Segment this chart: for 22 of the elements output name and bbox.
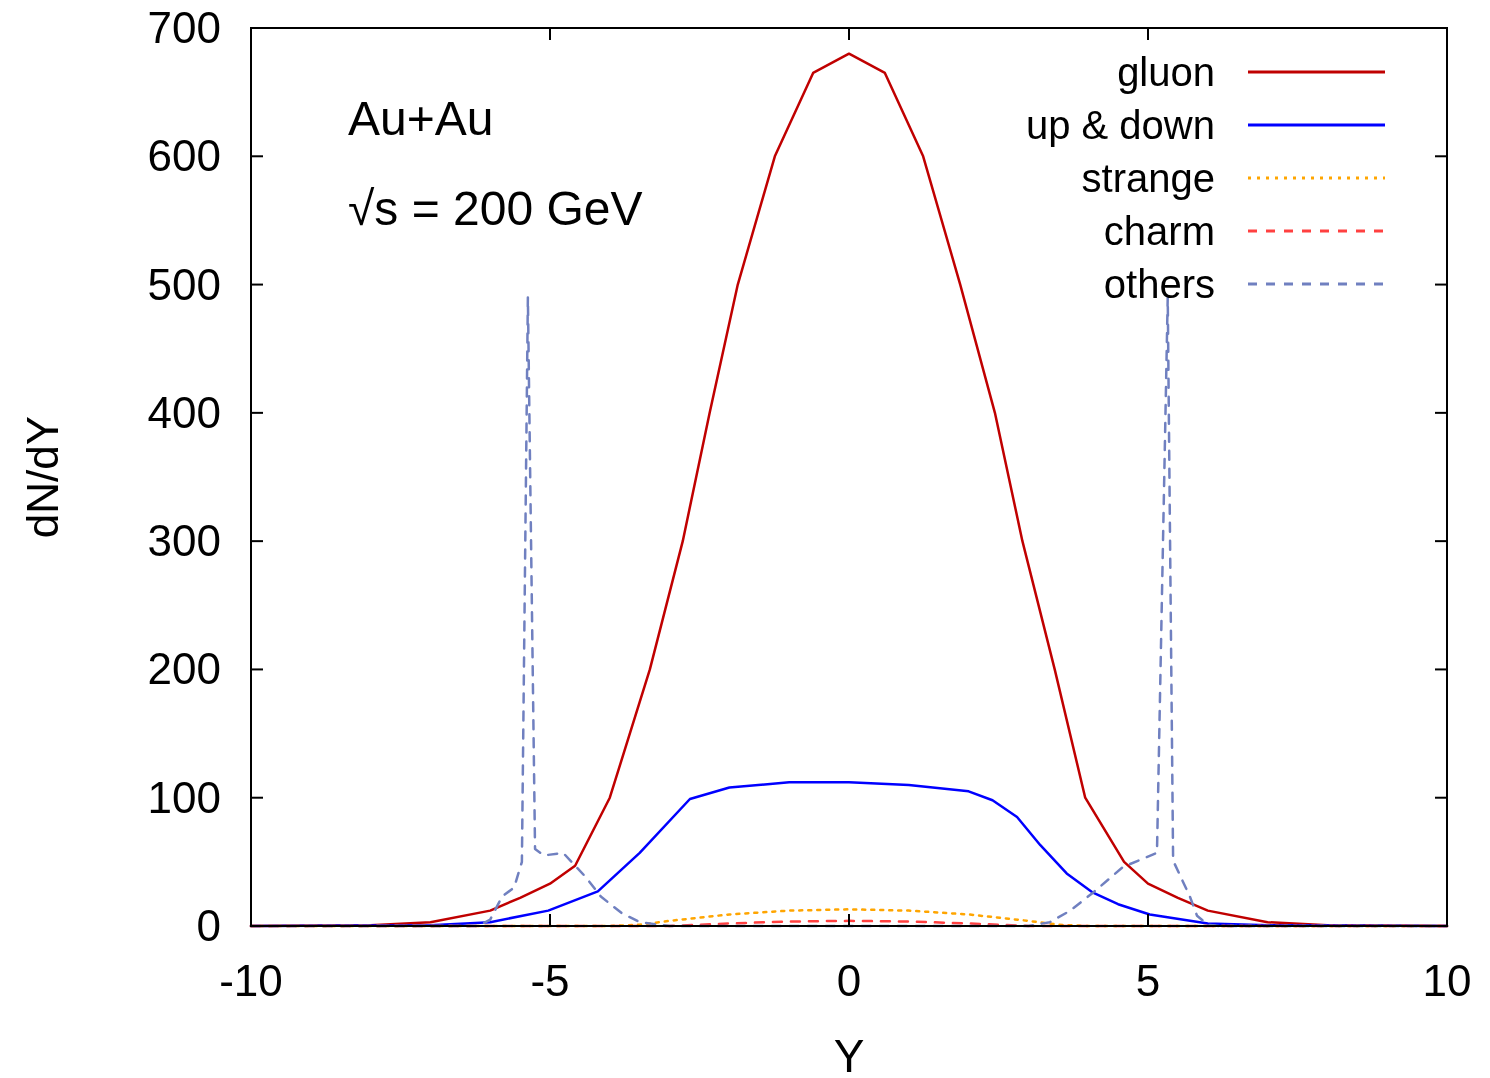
legend-label: gluon [1117, 50, 1215, 94]
annotation: √s = 200 GeV [348, 182, 643, 235]
y-axis-title: dN/dY [18, 415, 67, 539]
x-tick-label: 5 [1135, 956, 1161, 1005]
x-axis-title: Y [833, 1030, 865, 1078]
legend-label: strange [1081, 156, 1215, 200]
annotation: Au+Au [348, 92, 494, 145]
y-tick-label: 200 [147, 644, 221, 694]
legend-label: up & down [1025, 103, 1215, 147]
y-tick-label: 0 [196, 901, 221, 950]
y-tick-label: 100 [147, 772, 221, 822]
y-tick-label: 600 [147, 131, 221, 181]
y-tick-label: 300 [147, 516, 221, 566]
x-tick-label: -5 [530, 956, 570, 1005]
x-tick-label: -10 [219, 956, 283, 1005]
legend-label: charm [1103, 209, 1215, 253]
y-tick-label: 500 [147, 259, 221, 309]
y-tick-label: 700 [147, 3, 221, 52]
legend-label: others [1103, 262, 1215, 306]
x-tick-label: 10 [1422, 956, 1472, 1005]
x-tick-label: 0 [836, 956, 862, 1005]
y-tick-label: 400 [147, 387, 221, 437]
